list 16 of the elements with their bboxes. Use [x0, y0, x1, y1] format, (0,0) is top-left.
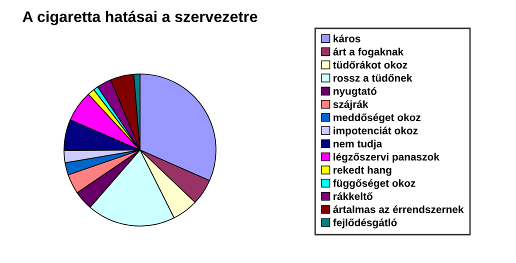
legend-label: szájrák	[333, 100, 368, 110]
legend-label: nem tudja	[334, 140, 382, 150]
legend-label: fejlődésgátló	[333, 218, 397, 228]
legend-label: impotenciát okoz	[334, 126, 418, 136]
legend-label: árt a fogaknak	[333, 48, 404, 58]
legend-label: tüdőrákot okoz	[333, 60, 408, 69]
legend-label: káros	[334, 34, 360, 42]
legend-label: légzőszervi panaszok	[334, 152, 440, 163]
legend-label: nyugtató	[334, 87, 376, 97]
chart-title: A cigaretta hatásai a szervezetre	[22, 10, 258, 26]
legend-label: függőséget okoz	[333, 179, 416, 189]
legend-label: rossz a tüdőnek	[334, 74, 412, 82]
legend-label: rákkeltő	[334, 192, 372, 200]
legend-label: rekedt hang	[334, 166, 392, 176]
legend-label: meddőséget okoz	[334, 113, 421, 124]
legend-label: ártalmas az érrendszernek	[333, 205, 464, 214]
